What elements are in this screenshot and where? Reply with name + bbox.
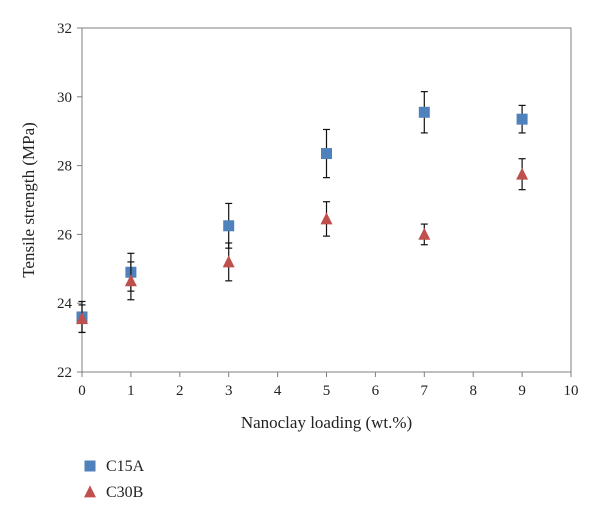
series-c15a — [76, 91, 528, 334]
x-tick-label: 10 — [564, 383, 579, 399]
y-tick-label: 22 — [57, 365, 72, 381]
x-tick-label: 7 — [421, 383, 429, 399]
y-tick-label: 24 — [57, 296, 73, 312]
x-tick-label: 6 — [372, 383, 380, 399]
legend-label-c30b: C30B — [106, 484, 143, 501]
data-point-c30b — [320, 212, 333, 225]
data-point-c15a — [223, 220, 235, 232]
series-layer — [76, 91, 529, 334]
x-axis-ticks: 0 1 2 3 4 5 6 7 8 9 10 — [78, 372, 579, 399]
data-point-c15a — [516, 113, 528, 125]
data-point-c30b — [516, 167, 529, 180]
y-tick-label: 32 — [57, 21, 72, 37]
y-axis-ticks: 22 24 26 28 30 32 — [57, 21, 82, 381]
data-point-c30b — [418, 227, 431, 240]
data-point-c30b — [222, 255, 235, 268]
plot-frame — [81, 27, 572, 373]
legend-marker-c30b — [84, 485, 96, 498]
x-axis-label: Nanoclay loading (wt.%) — [241, 413, 412, 432]
legend: C15A C30B — [84, 458, 145, 501]
x-tick-label: 2 — [176, 383, 184, 399]
y-tick-label: 28 — [57, 159, 72, 175]
x-tick-label: 5 — [323, 383, 331, 399]
legend-label-c15a: C15A — [106, 458, 145, 475]
x-tick-label: 3 — [225, 383, 233, 399]
x-tick-label: 9 — [518, 383, 526, 399]
legend-marker-c15a — [84, 460, 96, 472]
x-tick-label: 1 — [127, 383, 135, 399]
y-tick-label: 30 — [57, 90, 72, 106]
x-tick-label: 8 — [469, 383, 477, 399]
x-tick-label: 0 — [78, 383, 86, 399]
data-point-c30b — [124, 274, 137, 287]
data-point-c30b — [76, 312, 88, 325]
x-tick-label: 4 — [274, 383, 282, 399]
plot-border — [81, 27, 572, 373]
data-point-c15a — [321, 148, 332, 160]
y-tick-label: 26 — [57, 227, 73, 243]
data-point-c15a — [418, 106, 430, 118]
series-c30b — [76, 158, 529, 334]
y-axis-label: Tensile strength (MPa) — [19, 122, 38, 278]
